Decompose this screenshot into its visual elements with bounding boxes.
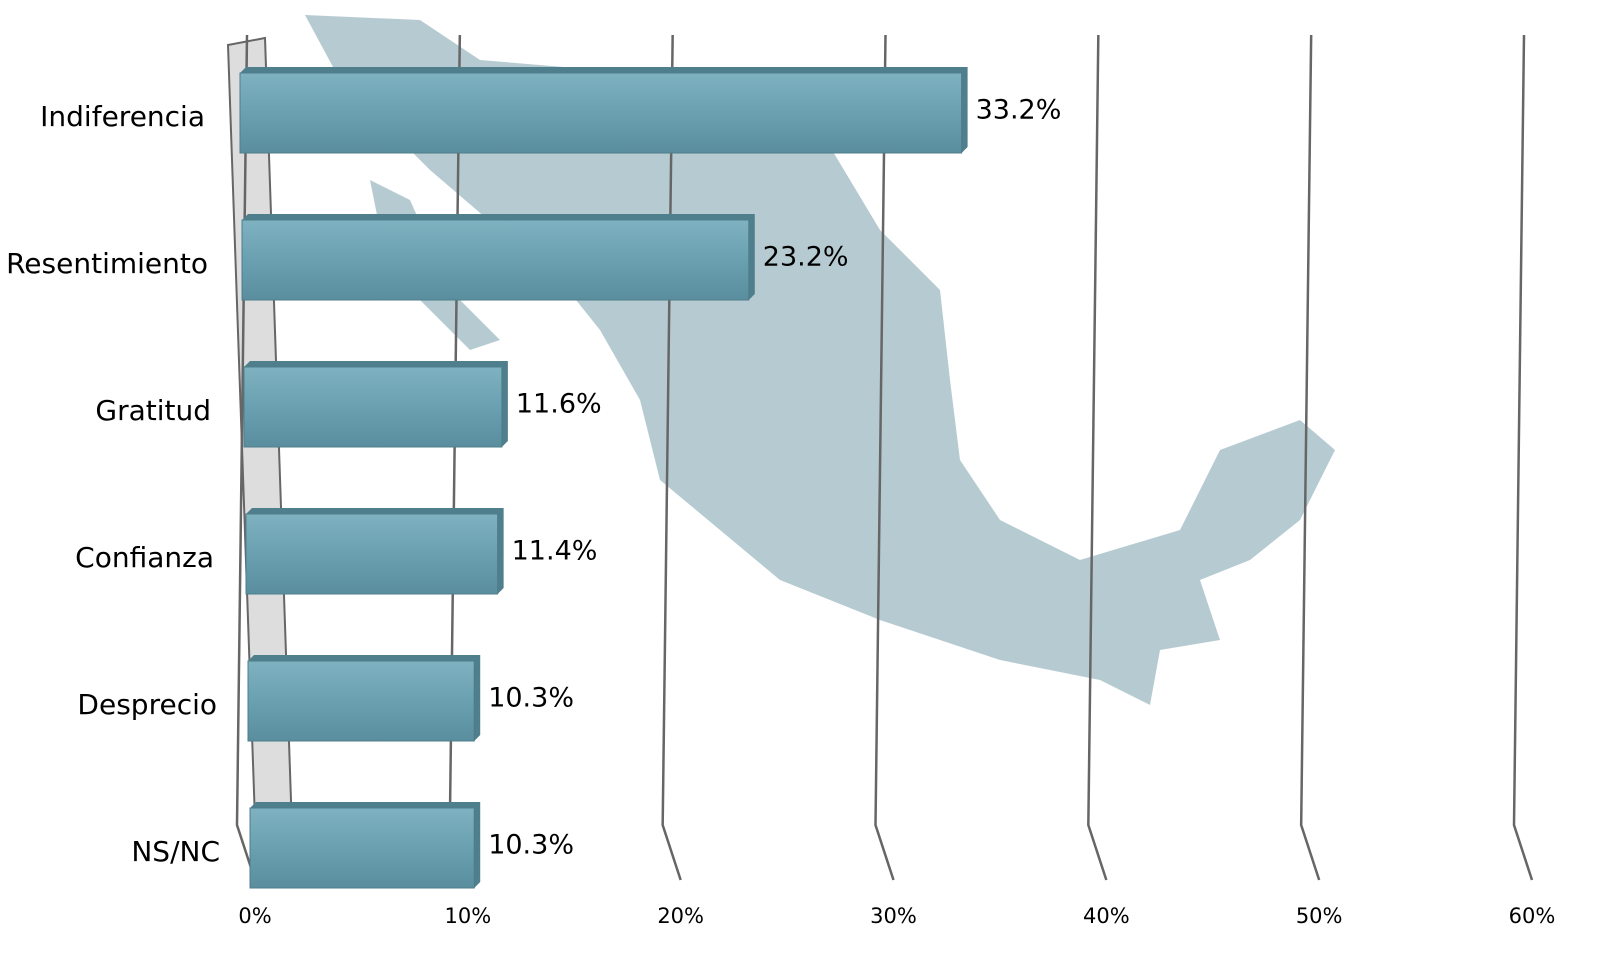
bar: [239, 72, 963, 154]
grid-line: [874, 34, 895, 881]
bar: [245, 513, 499, 595]
value-label: 11.6%: [516, 389, 602, 420]
x-tick-label: 50%: [1296, 904, 1343, 928]
category-label: Confianza: [75, 541, 214, 574]
category-label: Indiferencia: [40, 100, 205, 133]
grid-line: [1299, 34, 1321, 881]
value-label: 10.3%: [488, 830, 574, 861]
category-label: Desprecio: [77, 688, 217, 721]
x-tick-label: 30%: [870, 904, 917, 928]
value-label: 10.3%: [488, 683, 574, 714]
value-label: 23.2%: [763, 242, 849, 273]
category-label: Gratitud: [95, 394, 211, 427]
x-tick-label: 0%: [238, 904, 271, 928]
bar: [241, 219, 750, 301]
grid-line: [1087, 34, 1108, 881]
grid-line: [1512, 34, 1534, 881]
map-background: [305, 15, 1335, 705]
value-label: 33.2%: [976, 95, 1062, 126]
bar: [243, 366, 503, 448]
value-label: 11.4%: [512, 536, 598, 567]
x-tick-label: 20%: [657, 904, 704, 928]
category-label: NS/NC: [131, 835, 220, 868]
x-tick-label: 60%: [1509, 904, 1556, 928]
category-label: Resentimiento: [6, 247, 208, 280]
x-tick-label: 40%: [1083, 904, 1130, 928]
bar: [247, 660, 475, 742]
x-tick-label: 10%: [444, 904, 491, 928]
bar: [249, 807, 475, 889]
